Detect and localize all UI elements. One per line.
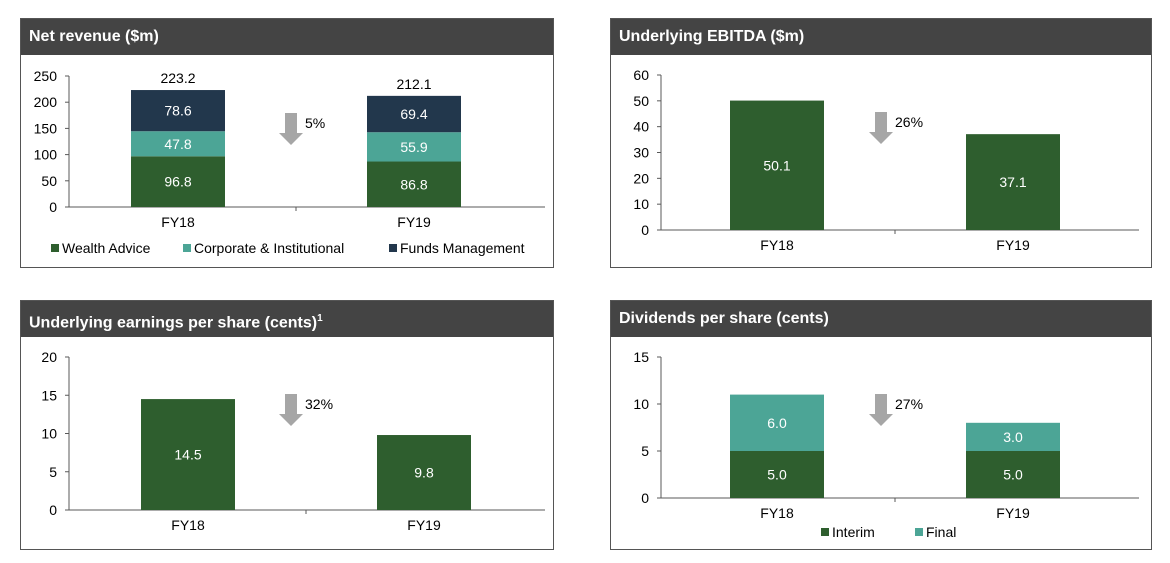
x-tick-label: FY18 bbox=[171, 517, 205, 533]
data-label: 3.0 bbox=[1003, 429, 1023, 445]
total-label: 223.2 bbox=[160, 70, 195, 86]
data-label: 96.8 bbox=[164, 174, 191, 190]
bar-fy18-series-2 bbox=[131, 90, 225, 132]
bar-fy18-series-0 bbox=[730, 451, 824, 498]
y-tick-label: 50 bbox=[41, 173, 57, 189]
x-tick-label: FY19 bbox=[397, 214, 431, 230]
y-tick-label: 10 bbox=[633, 396, 649, 412]
bar-fy18-series-0 bbox=[131, 156, 225, 207]
down-arrow-icon bbox=[279, 113, 303, 145]
change-label: 27% bbox=[895, 396, 923, 412]
y-tick-label: 0 bbox=[49, 199, 57, 215]
net-revenue-title: Net revenue ($m) bbox=[21, 19, 553, 55]
y-tick-label: 0 bbox=[641, 490, 649, 506]
y-tick-label: 50 bbox=[633, 93, 649, 109]
x-tick-label: FY18 bbox=[760, 505, 794, 521]
bar-fy18-series-1 bbox=[131, 131, 225, 157]
underlying-ebitda-title: Underlying EBITDA ($m) bbox=[611, 19, 1151, 55]
x-tick-label: FY18 bbox=[760, 237, 794, 253]
bar-fy18-series-1 bbox=[730, 394, 824, 451]
y-tick-label: 0 bbox=[641, 222, 649, 238]
down-arrow-icon bbox=[279, 394, 303, 426]
data-label: 50.1 bbox=[763, 157, 790, 173]
data-label: 5.0 bbox=[1003, 467, 1023, 483]
legend-label: Interim bbox=[832, 524, 875, 540]
legend-swatch-2 bbox=[389, 244, 397, 252]
bar-fy18-series-0 bbox=[141, 399, 235, 510]
dividends-title: Dividends per share (cents) bbox=[611, 301, 1151, 337]
x-tick-label: FY19 bbox=[996, 237, 1030, 253]
bar-fy19-series-0 bbox=[966, 134, 1060, 230]
x-tick-label: FY19 bbox=[407, 517, 441, 533]
x-tick-label: FY19 bbox=[996, 505, 1030, 521]
legend-label: Funds Management bbox=[400, 240, 525, 256]
y-tick-label: 100 bbox=[34, 147, 58, 163]
y-tick-label: 20 bbox=[633, 170, 649, 186]
y-tick-label: 250 bbox=[34, 68, 58, 84]
dividends-panel: Dividends per share (cents) 0 5 10 15 5.0 6.0… bbox=[610, 300, 1152, 550]
underlying-eps-panel: Underlying earnings per share (cents)1 0… bbox=[20, 300, 554, 550]
y-tick-label: 150 bbox=[34, 120, 58, 136]
data-label: 69.4 bbox=[400, 106, 427, 122]
data-label: 37.1 bbox=[999, 174, 1026, 190]
change-label: 5% bbox=[305, 115, 325, 131]
data-label: 14.5 bbox=[174, 447, 201, 463]
dividends-chart: 0 5 10 15 5.0 6.0 FY18 5.0 3.0 FY19 27% Interim Fina… bbox=[633, 349, 1139, 540]
data-label: 78.6 bbox=[164, 103, 191, 119]
y-tick-label: 40 bbox=[633, 119, 649, 135]
legend-swatch-1 bbox=[915, 528, 923, 536]
footnote-marker: 1 bbox=[317, 313, 323, 324]
bar-fy19-series-1 bbox=[966, 422, 1060, 451]
underlying-eps-chart: 0 5 10 15 20 14.5 FY18 9.8 FY19 32% bbox=[41, 349, 545, 533]
y-tick-label: 5 bbox=[49, 464, 57, 480]
down-arrow-icon bbox=[869, 112, 893, 144]
legend-swatch-1 bbox=[183, 244, 191, 252]
underlying-ebitda-panel: Underlying EBITDA ($m) 0 10 20 30 40 50 60 50.1… bbox=[610, 18, 1152, 268]
bar-fy19-series-2 bbox=[367, 95, 461, 133]
legend-label: Corporate & Institutional bbox=[194, 240, 344, 256]
data-label: 86.8 bbox=[400, 176, 427, 192]
legend-swatch-0 bbox=[51, 244, 59, 252]
net-revenue-panel: Net revenue ($m) 0 50 100 150 200 250 96.8 47.8… bbox=[20, 18, 554, 268]
data-label: 6.0 bbox=[767, 415, 787, 431]
y-tick-label: 15 bbox=[633, 349, 649, 365]
y-tick-label: 20 bbox=[41, 349, 57, 365]
legend-label: Final bbox=[926, 524, 956, 540]
data-label: 5.0 bbox=[767, 467, 787, 483]
legend-swatch-0 bbox=[821, 528, 829, 536]
bar-fy19-series-0 bbox=[966, 451, 1060, 498]
underlying-eps-title: Underlying earnings per share (cents)1 bbox=[21, 301, 553, 337]
data-label: 9.8 bbox=[414, 465, 434, 481]
y-tick-label: 0 bbox=[49, 502, 57, 518]
down-arrow-icon bbox=[869, 394, 893, 426]
y-tick-label: 15 bbox=[41, 387, 57, 403]
net-revenue-chart: 0 50 100 150 200 250 96.8 47.8 78.6 223.2 FY18 86.8… bbox=[34, 68, 545, 256]
y-tick-label: 10 bbox=[41, 426, 57, 442]
y-tick-label: 10 bbox=[633, 196, 649, 212]
change-label: 32% bbox=[305, 396, 333, 412]
y-tick-label: 5 bbox=[641, 443, 649, 459]
legend-label: Wealth Advice bbox=[62, 240, 151, 256]
data-label: 47.8 bbox=[164, 136, 191, 152]
change-label: 26% bbox=[895, 114, 923, 130]
bar-fy19-series-0 bbox=[377, 435, 471, 510]
data-label: 55.9 bbox=[400, 139, 427, 155]
underlying-ebitda-chart: 0 10 20 30 40 50 60 50.1 FY18 37.1 FY19 26% bbox=[633, 67, 1139, 253]
x-tick-label: FY18 bbox=[161, 214, 195, 230]
bar-fy19-series-0 bbox=[367, 161, 461, 207]
total-label: 212.1 bbox=[396, 76, 431, 92]
y-tick-label: 200 bbox=[34, 94, 58, 110]
y-tick-label: 30 bbox=[633, 145, 649, 161]
y-tick-label: 60 bbox=[633, 67, 649, 83]
bar-fy19-series-1 bbox=[367, 132, 461, 162]
bar-fy18-series-0 bbox=[730, 100, 824, 230]
